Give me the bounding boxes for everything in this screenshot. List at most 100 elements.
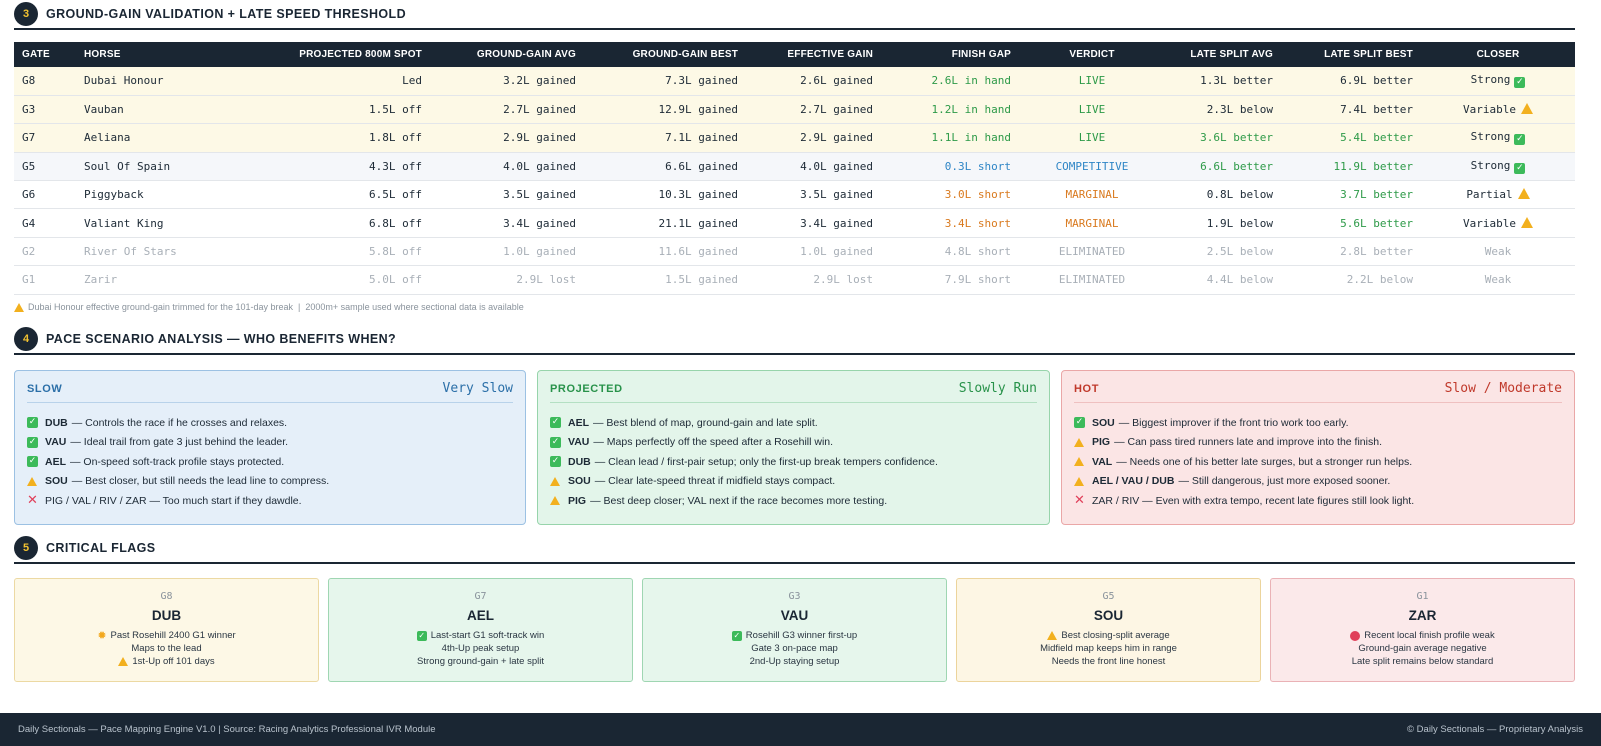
col-gate[interactable]: GATE bbox=[14, 42, 76, 67]
warning-icon bbox=[1074, 437, 1090, 447]
ls-best-cell: 6.9L better bbox=[1281, 67, 1421, 96]
flag-line: Gate 3 on-pace map bbox=[751, 643, 838, 654]
horse-code: AEL bbox=[45, 455, 66, 468]
gap-cell: 4.8L short bbox=[881, 237, 1019, 267]
list-item: SOU — Clear late-speed threat if midfield… bbox=[550, 472, 1037, 492]
list-item: PIG — Can pass tired runners late and imp… bbox=[1074, 433, 1562, 453]
closer-label: Strong bbox=[1470, 158, 1511, 172]
gg-best-cell: 12.9L gained bbox=[584, 95, 746, 125]
col-closer[interactable]: CLOSER bbox=[1421, 42, 1575, 67]
check-icon: ✓ bbox=[550, 456, 561, 468]
ls-best-cell: 11.9L better bbox=[1281, 152, 1421, 182]
flag-line: Maps to the lead bbox=[131, 643, 202, 654]
warning-icon bbox=[550, 496, 566, 506]
flag-line: Ground-gain average negative bbox=[1358, 643, 1487, 654]
gg-best-cell: 21.1L gained bbox=[584, 208, 746, 238]
horse-code: VAL bbox=[1092, 455, 1113, 468]
check-icon: ✓ bbox=[1514, 134, 1526, 146]
item-text: — Maps perfectly off the speed after a R… bbox=[593, 436, 834, 449]
list-item: ✓ AEL — On-speed soft-track profile stays … bbox=[27, 452, 513, 472]
gate-cell: G2 bbox=[14, 237, 76, 267]
verdict-cell: COMPETITIVE bbox=[1019, 152, 1165, 182]
closer-label: Variable bbox=[1463, 216, 1516, 230]
list-item: SOU — Best closer, but still needs the le… bbox=[27, 472, 513, 492]
horse-code: DUB bbox=[45, 416, 68, 429]
scenario-card-projected: PROJECTED Slowly Run ✓ AEL — Best blend of… bbox=[537, 370, 1050, 525]
flag-line-text: 1st-Up off 101 days bbox=[132, 656, 215, 667]
check-icon: ✓ bbox=[550, 436, 561, 448]
col-late-split-avg[interactable]: LATE SPLIT AVG bbox=[1165, 42, 1281, 67]
flag-horse-code: SOU bbox=[1093, 608, 1124, 623]
item-text: — Clean lead / first-pair setup; only th… bbox=[594, 455, 938, 468]
red-dot-icon bbox=[1350, 630, 1361, 641]
scenario-label: HOT bbox=[1074, 382, 1100, 395]
scenario-list: ✓ SOU — Biggest improver if the front trio… bbox=[1074, 413, 1562, 511]
cross-icon: ✕ bbox=[27, 493, 38, 509]
ls-avg-cell: 4.4L below bbox=[1165, 265, 1281, 295]
ground-gain-table: GATE HORSE PROJECTED 800M SPOT GROUND-GA… bbox=[14, 42, 1575, 295]
scenario-value: Very Slow bbox=[442, 381, 513, 396]
flag-card-sou: G5 SOU Best closing-split average Midfie… bbox=[956, 578, 1261, 682]
gap-cell: 3.4L short bbox=[881, 208, 1019, 238]
cross-icon: ✕ bbox=[1074, 493, 1085, 509]
gg-avg-cell: 1.0L gained bbox=[430, 237, 584, 267]
warning-icon bbox=[1074, 476, 1090, 486]
eff-cell: 4.0L gained bbox=[746, 152, 881, 182]
closer-label: Strong bbox=[1470, 73, 1511, 87]
check-icon: ✓ bbox=[1514, 162, 1526, 174]
check-icon: ✓ bbox=[1514, 77, 1526, 89]
check-icon: ✓ bbox=[27, 417, 38, 429]
eff-cell: 2.9L gained bbox=[746, 123, 881, 153]
col-gg-best[interactable]: GROUND-GAIN BEST bbox=[584, 42, 746, 67]
table-row: G7 Aeliana 1.8L off 2.9L gained 7.1L gai… bbox=[14, 123, 1575, 153]
scenario-card-slow: SLOW Very Slow ✓ DUB — Controls the race i… bbox=[14, 370, 526, 525]
gg-best-cell: 7.1L gained bbox=[584, 123, 746, 153]
warning-icon bbox=[1074, 457, 1090, 467]
gg-avg-cell: 3.4L gained bbox=[430, 208, 584, 238]
gg-avg-cell: 3.5L gained bbox=[430, 180, 584, 210]
footnote-text: Dubai Honour effective ground-gain trimm… bbox=[28, 302, 524, 312]
section-header-ground-gain: 3 GROUND-GAIN VALIDATION + LATE SPEED TH… bbox=[14, 2, 1575, 30]
col-horse[interactable]: HORSE bbox=[76, 42, 226, 67]
col-projected-spot[interactable]: PROJECTED 800M SPOT bbox=[226, 42, 430, 67]
closer-cell: Strong ✓ bbox=[1421, 123, 1575, 153]
table-header-row: GATE HORSE PROJECTED 800M SPOT GROUND-GA… bbox=[14, 42, 1575, 67]
spot-cell: 5.0L off bbox=[226, 265, 430, 295]
scenario-card-hot: HOT Slow / Moderate ✓ SOU — Biggest improv… bbox=[1061, 370, 1575, 525]
spot-cell: 4.3L off bbox=[226, 152, 430, 182]
col-finish-gap[interactable]: FINISH GAP bbox=[881, 42, 1019, 67]
horse-code: SOU bbox=[45, 475, 68, 488]
flag-line: ✓ Rosehill G3 winner first-up bbox=[643, 629, 946, 642]
ls-avg-cell: 6.6L better bbox=[1165, 152, 1281, 182]
col-late-split-best[interactable]: LATE SPLIT BEST bbox=[1281, 42, 1421, 67]
spot-cell: 1.5L off bbox=[226, 95, 430, 125]
scenario-label: SLOW bbox=[27, 382, 63, 395]
flag-line-text: Recent local finish profile weak bbox=[1364, 630, 1495, 641]
horse-code: PIG bbox=[568, 494, 587, 507]
flag-line: ✓ Last-start G1 soft-track win bbox=[329, 629, 632, 642]
ls-best-cell: 7.4L better bbox=[1281, 95, 1421, 125]
section-header-critical-flags: 5 CRITICAL FLAGS bbox=[14, 536, 1575, 564]
flag-card-ael: G7 AEL ✓ Last-start G1 soft-track win 4th… bbox=[328, 578, 633, 682]
flag-line-text: Best closing-split average bbox=[1061, 630, 1170, 641]
spot-cell: Led bbox=[226, 67, 430, 96]
verdict-cell: LIVE bbox=[1019, 67, 1165, 96]
horse-cell: Soul Of Spain bbox=[76, 152, 226, 182]
section-header-pace-scenario: 4 PACE SCENARIO ANALYSIS — WHO BENEFITS … bbox=[14, 327, 1575, 355]
flag-line: Recent local finish profile weak bbox=[1271, 629, 1574, 642]
flag-line: 1st-Up off 101 days bbox=[15, 655, 318, 668]
list-item: ✓ VAU — Maps perfectly off the speed after… bbox=[550, 433, 1037, 453]
gap-cell: 7.9L short bbox=[881, 265, 1019, 295]
flag-line: Late split remains below standard bbox=[1351, 656, 1494, 667]
closer-cell: Weak bbox=[1421, 237, 1575, 267]
gg-best-cell: 1.5L gained bbox=[584, 265, 746, 295]
verdict-cell: ELIMINATED bbox=[1019, 237, 1165, 267]
col-verdict[interactable]: VERDICT bbox=[1019, 42, 1165, 67]
item-text: — Clear late-speed threat if midfield st… bbox=[594, 475, 836, 488]
flag-line: 2nd-Up staying setup bbox=[749, 656, 840, 667]
section-number-badge: 4 bbox=[14, 327, 38, 351]
horse-cell: Piggyback bbox=[76, 180, 226, 210]
col-effective-gain[interactable]: EFFECTIVE GAIN bbox=[746, 42, 881, 67]
horse-code: AEL bbox=[568, 416, 589, 429]
col-gg-avg[interactable]: GROUND-GAIN AVG bbox=[430, 42, 584, 67]
